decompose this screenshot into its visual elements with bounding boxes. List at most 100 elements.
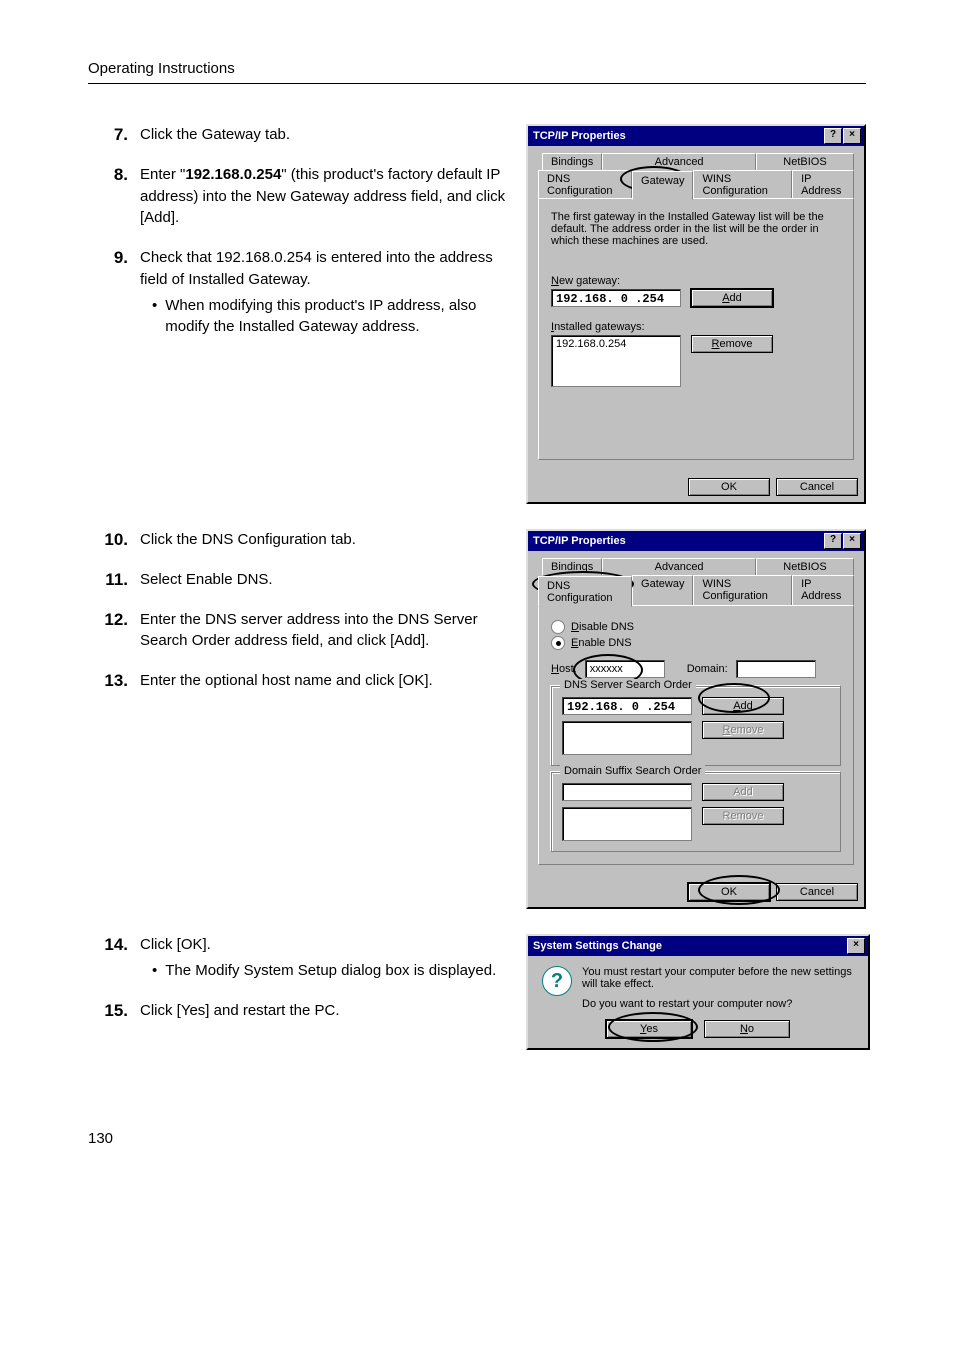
disable-dns-radio[interactable]: Disable DNS [551, 620, 841, 634]
ok-button[interactable]: OK [688, 478, 770, 496]
ok-button[interactable]: OK [688, 883, 770, 901]
gateway-description: The first gateway in the Installed Gatew… [551, 211, 841, 247]
close-icon[interactable]: × [847, 938, 865, 954]
help-icon[interactable]: ? [824, 533, 842, 549]
tab-wins-config[interactable]: WINS Configuration [693, 575, 792, 606]
text: Enter " [140, 166, 185, 183]
domain-label: Domain: [687, 663, 728, 675]
tab-wins-config[interactable]: WINS Configuration [693, 170, 792, 199]
step-text: Enter the optional host name and click [… [140, 670, 506, 692]
radio-label: Enable DNS [571, 637, 632, 649]
fieldset-legend: Domain Suffix Search Order [560, 765, 705, 777]
list-item[interactable]: 192.168.0.254 [556, 338, 676, 350]
tab-bindings[interactable]: Bindings [542, 558, 602, 575]
tcpip-dns-dialog: TCP/IP Properties ? × Bindings Advanced … [526, 529, 866, 909]
remove-button[interactable]: Remove [691, 335, 773, 353]
tab-gateway[interactable]: Gateway [632, 171, 693, 200]
page-header: Operating Instructions [88, 60, 866, 84]
step-9-bullet: When modifying this product's IP address… [140, 295, 506, 339]
titlebar: TCP/IP Properties ? × [528, 126, 864, 146]
tab-netbios[interactable]: NetBIOS [756, 558, 854, 575]
domain-suffix-fieldset: Domain Suffix Search Order Add Remove [551, 772, 841, 852]
step-11: 11. Select Enable DNS. [88, 569, 506, 591]
step-13: 13. Enter the optional host name and cli… [88, 670, 506, 692]
remove-button[interactable]: Remove [702, 721, 784, 739]
step-14: 14. Click [OK]. The Modify System Setup … [88, 934, 506, 982]
step-text: Click the DNS Configuration tab. [140, 529, 506, 551]
host-input[interactable]: xxxxxx [585, 660, 665, 678]
add-button[interactable]: Add [691, 289, 773, 307]
tab-netbios[interactable]: NetBIOS [756, 153, 854, 170]
remove-button[interactable]: Remove [702, 807, 784, 825]
step-text: Enter "192.168.0.254" (this product's fa… [140, 164, 506, 229]
tab-advanced[interactable]: Advanced [602, 558, 756, 575]
fieldset-legend: DNS Server Search Order [560, 679, 696, 691]
tcpip-gateway-dialog: TCP/IP Properties ? × Bindings Advanced … [526, 124, 866, 504]
yes-button[interactable]: Yes [606, 1020, 692, 1038]
step-8: 8. Enter "192.168.0.254" (this product's… [88, 164, 506, 229]
cancel-button[interactable]: Cancel [776, 883, 858, 901]
installed-gateways-list[interactable]: 192.168.0.254 [551, 335, 681, 387]
cancel-button[interactable]: Cancel [776, 478, 858, 496]
step-text: Enter the DNS server address into the DN… [140, 609, 506, 653]
dialog-title: System Settings Change [531, 940, 662, 952]
tab-advanced[interactable]: Advanced [602, 153, 756, 170]
step-text: Click the Gateway tab. [140, 124, 506, 146]
page-number: 130 [88, 1130, 866, 1147]
text: The Modify System Setup dialog box is di… [165, 960, 496, 982]
text: Check that 192.168.0.254 is entered into… [140, 249, 493, 288]
new-gateway-input[interactable]: 192.168. 0 .254 [551, 289, 681, 307]
question-icon: ? [542, 966, 572, 996]
radio-label: Disable DNS [571, 621, 634, 633]
installed-gateways-label: Installed gateways: [551, 321, 841, 333]
dialog-title: TCP/IP Properties [531, 130, 626, 142]
close-icon[interactable]: × [843, 128, 861, 144]
restart-message-2: Do you want to restart your computer now… [582, 998, 854, 1010]
step-num: 11. [88, 569, 128, 590]
tab-dns-config[interactable]: DNS Configuration [538, 170, 632, 199]
dns-server-input[interactable]: 192.168. 0 .254 [562, 697, 692, 715]
help-icon[interactable]: ? [824, 128, 842, 144]
suffix-list[interactable] [562, 807, 692, 841]
step-num: 13. [88, 670, 128, 691]
step-text: Select Enable DNS. [140, 569, 506, 591]
close-icon[interactable]: × [843, 533, 861, 549]
step-num: 7. [88, 124, 128, 145]
new-gateway-label: New gateway: [551, 275, 841, 287]
step-num: 8. [88, 164, 128, 185]
step-9: 9. Check that 192.168.0.254 is entered i… [88, 247, 506, 338]
domain-input[interactable] [736, 660, 816, 678]
titlebar: System Settings Change × [528, 936, 868, 956]
dialog-title: TCP/IP Properties [531, 535, 626, 547]
restart-message-1: You must restart your computer before th… [582, 966, 854, 990]
add-button[interactable]: Add [702, 783, 784, 801]
tab-ip-address[interactable]: IP Address [792, 575, 854, 606]
tab-bindings[interactable]: Bindings [542, 153, 602, 170]
suffix-input[interactable] [562, 783, 692, 801]
dns-server-list[interactable] [562, 721, 692, 755]
text: When modifying this product's IP address… [165, 295, 506, 339]
step-12: 12. Enter the DNS server address into th… [88, 609, 506, 653]
text: Click [OK]. [140, 936, 211, 953]
step-14-bullet: The Modify System Setup dialog box is di… [140, 960, 506, 982]
no-button[interactable]: No [704, 1020, 790, 1038]
step-text: Check that 192.168.0.254 is entered into… [140, 247, 506, 338]
step-text: Click [Yes] and restart the PC. [140, 1000, 506, 1022]
enable-dns-radio[interactable]: Enable DNS [551, 636, 841, 650]
step-text: Click [OK]. The Modify System Setup dial… [140, 934, 506, 982]
add-button[interactable]: Add [702, 697, 784, 715]
step-15: 15. Click [Yes] and restart the PC. [88, 1000, 506, 1022]
titlebar: TCP/IP Properties ? × [528, 531, 864, 551]
tab-dns-config[interactable]: DNS Configuration [538, 576, 632, 607]
step-num: 9. [88, 247, 128, 268]
bold-ip: 192.168.0.254 [185, 166, 281, 183]
step-num: 12. [88, 609, 128, 630]
tab-gateway[interactable]: Gateway [632, 575, 693, 606]
tab-ip-address[interactable]: IP Address [792, 170, 854, 199]
radio-icon [551, 620, 565, 634]
step-num: 14. [88, 934, 128, 955]
step-10: 10. Click the DNS Configuration tab. [88, 529, 506, 551]
host-label: Host: [551, 663, 577, 675]
step-7: 7. Click the Gateway tab. [88, 124, 506, 146]
dns-search-order-fieldset: DNS Server Search Order 192.168. 0 .254 … [551, 686, 841, 766]
